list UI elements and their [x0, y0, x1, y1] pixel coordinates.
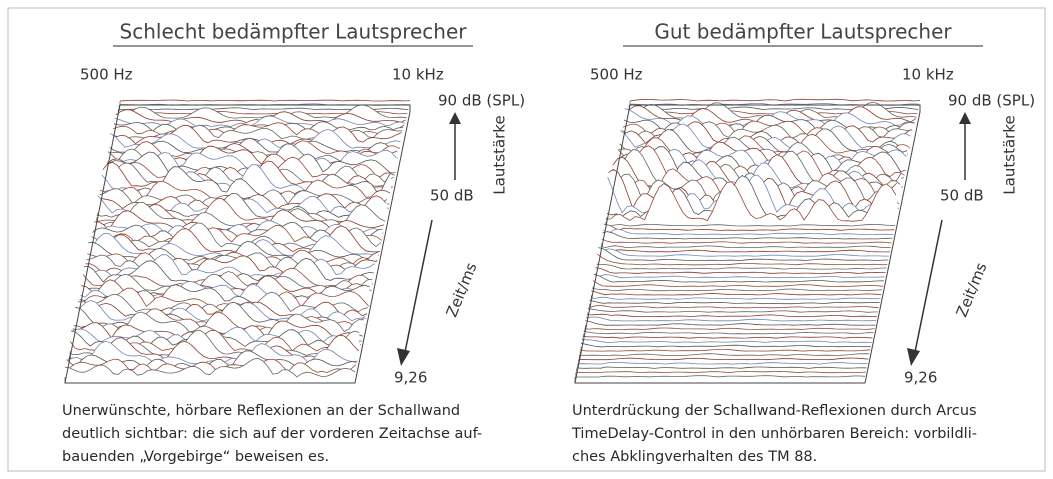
level-axis: Lautstärke — [491, 115, 509, 194]
freq-low: 500 Hz — [590, 66, 643, 84]
caption-line: ches Abklingverhalten des TM 88. — [572, 449, 817, 465]
panel-title: Gut bedämpfter Lautsprecher — [654, 20, 952, 44]
waterfall — [65, 100, 410, 383]
arrow-head — [397, 348, 410, 366]
time-axis: Zeit/ms — [953, 260, 991, 320]
panels: Schlecht bedämpfter Lautsprecher 500 Hz 10… — [62, 20, 1035, 466]
level-mid: 50 dB — [430, 187, 474, 205]
caption-line: Unerwünschte, hörbare Reflexionen an der… — [62, 403, 460, 419]
panel: Schlecht bedämpfter Lautsprecher 500 Hz 10… — [62, 20, 525, 466]
page: {"panels": [ {"title": "Schlecht bedämpf… — [0, 0, 1053, 479]
freq-high: 10 kHz — [392, 66, 444, 84]
freq-high: 10 kHz — [902, 66, 954, 84]
caption-line: Unterdrückung der Schallwand-Reflexionen… — [572, 403, 977, 419]
level-mid: 50 dB — [940, 187, 984, 205]
time-end: 9,26 — [394, 369, 427, 387]
level-axis: Lautstärke — [1001, 115, 1019, 194]
waterfall — [575, 99, 920, 383]
freq-low: 500 Hz — [80, 66, 133, 84]
time-arrow — [915, 220, 942, 352]
level-top: 90 dB (SPL) — [438, 92, 525, 110]
arrow-head — [959, 112, 971, 124]
time-axis: Zeit/ms — [443, 260, 481, 320]
arrow-head — [449, 112, 461, 124]
figure: Schlecht bedämpfter Lautsprecher 500 Hz 10… — [0, 0, 1053, 479]
level-top: 90 dB (SPL) — [948, 92, 1035, 110]
caption-line: bauenden „Vorgebirge“ beweisen es. — [62, 449, 329, 465]
arrow-head — [907, 348, 920, 366]
panel-title: Schlecht bedämpfter Lautsprecher — [120, 20, 468, 44]
time-arrow — [405, 220, 432, 352]
panel: Gut bedämpfter Lautsprecher 500 Hz 10 kHz 9… — [571, 20, 1035, 466]
caption-line: deutlich sichtbar: die sich auf der vord… — [62, 426, 482, 442]
caption-line: TimeDelay-Control in den unhörbaren Bere… — [571, 426, 977, 442]
time-end: 9,26 — [904, 369, 937, 387]
